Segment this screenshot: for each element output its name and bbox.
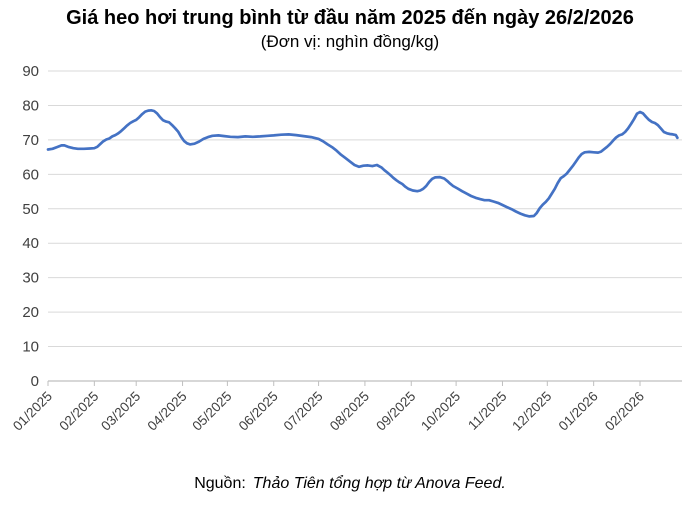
source-text: Thảo Tiên tổng hợp từ Anova Feed. [252,475,506,492]
x-tick-label: 02/2025 [56,389,101,434]
y-tick-label: 70 [22,132,39,149]
y-tick-label: 50 [22,201,39,218]
x-tick-label: 07/2025 [281,389,326,434]
y-tick-label: 10 [22,339,39,356]
y-tick-label: 30 [22,270,39,287]
x-tick-label: 10/2025 [418,389,463,434]
y-tick-label: 0 [31,373,39,390]
x-tick-label: 09/2025 [373,389,418,434]
source-line: Nguồn: Thảo Tiên tổng hợp từ Anova Feed. [0,475,700,493]
chart-title: Giá heo hơi trung bình từ đầu năm 2025 đ… [66,7,634,29]
chart-unit-subtitle: (Đơn vị: nghìn đồng/kg) [260,32,440,51]
x-tick-label: 01/2026 [556,389,601,434]
source-label: Nguồn: [194,475,246,492]
y-tick-label: 40 [22,235,39,252]
x-tick-label: 12/2025 [509,389,554,434]
x-tick-label: 04/2025 [145,389,190,434]
x-tick-label: 01/2025 [10,389,55,434]
x-tick-label: 03/2025 [98,389,143,434]
x-tick-label: 02/2026 [602,389,647,434]
y-tick-label: 20 [22,304,39,321]
x-tick-label: 05/2025 [189,389,234,434]
x-tick-label: 08/2025 [327,389,372,434]
y-tick-label: 90 [22,63,39,80]
x-tick-label: 11/2025 [465,389,509,433]
y-tick-label: 80 [22,97,39,114]
price-line-chart: 0 10 20 30 40 50 60 70 80 90 01/2025 02/202503/2025… [10,63,682,434]
price-series-line [46,108,679,218]
x-tick-label: 06/2025 [236,389,281,434]
y-tick-label: 60 [22,166,39,183]
